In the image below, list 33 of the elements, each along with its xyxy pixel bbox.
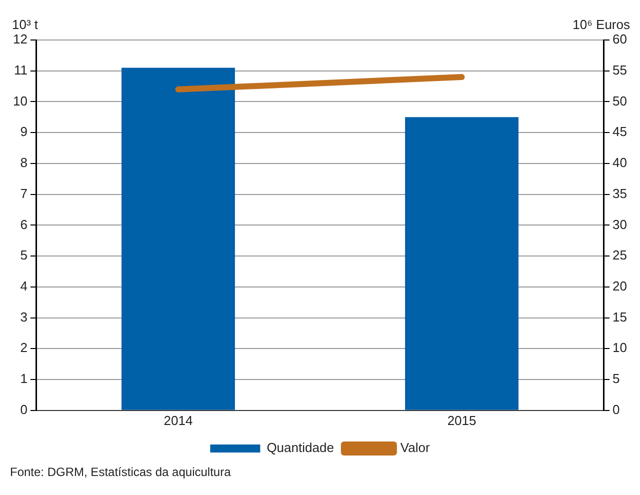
- x-tick-label: 2014: [164, 412, 193, 428]
- x-tick-label: 2015: [447, 412, 476, 428]
- y-tick-label: 7: [20, 186, 28, 201]
- y-tick-label: 1: [20, 371, 28, 386]
- y2-tick-label: 5: [612, 371, 620, 386]
- y2-tick-label: 0: [612, 402, 620, 417]
- legend-label: Quantidade: [266, 440, 334, 456]
- y2-tick-label: 55: [612, 62, 628, 78]
- y-tick-label: 8: [20, 155, 28, 170]
- y2-tick-label: 45: [612, 124, 628, 140]
- y-tick-label: 9: [20, 124, 28, 140]
- y-tick-label: 3: [20, 309, 28, 324]
- y-tick-label: 2: [20, 340, 28, 356]
- y-tick-label: 11: [14, 62, 28, 78]
- y2-tick-label: 20: [612, 278, 628, 294]
- y-tick-label: 0: [20, 402, 28, 417]
- y2-tick-label: 50: [612, 93, 628, 108]
- y-tick-label: 12: [12, 32, 28, 47]
- y2-tick-label: 60: [612, 32, 628, 47]
- y2-tick-label: 30: [612, 216, 628, 232]
- y-tick-label: 4: [20, 278, 28, 294]
- y2-tick-label: 40: [612, 155, 628, 170]
- y-tick-label: 6: [20, 216, 28, 232]
- y2-tick-label: 35: [612, 186, 628, 201]
- source-note: Fonte: DGRM, Estatísticas da aquicultura: [10, 465, 232, 479]
- y-tick-label: 5: [20, 248, 28, 263]
- legend-label: Valor: [400, 440, 430, 456]
- y-axis-title: 10³ t: [12, 17, 38, 32]
- y2-tick-label: 10: [612, 340, 628, 356]
- y2-tick-label: 25: [612, 248, 628, 263]
- y2-tick-label: 15: [612, 309, 628, 324]
- y-tick-label: 10: [12, 93, 28, 108]
- y2-axis-title: 10⁶ Euros: [572, 17, 630, 32]
